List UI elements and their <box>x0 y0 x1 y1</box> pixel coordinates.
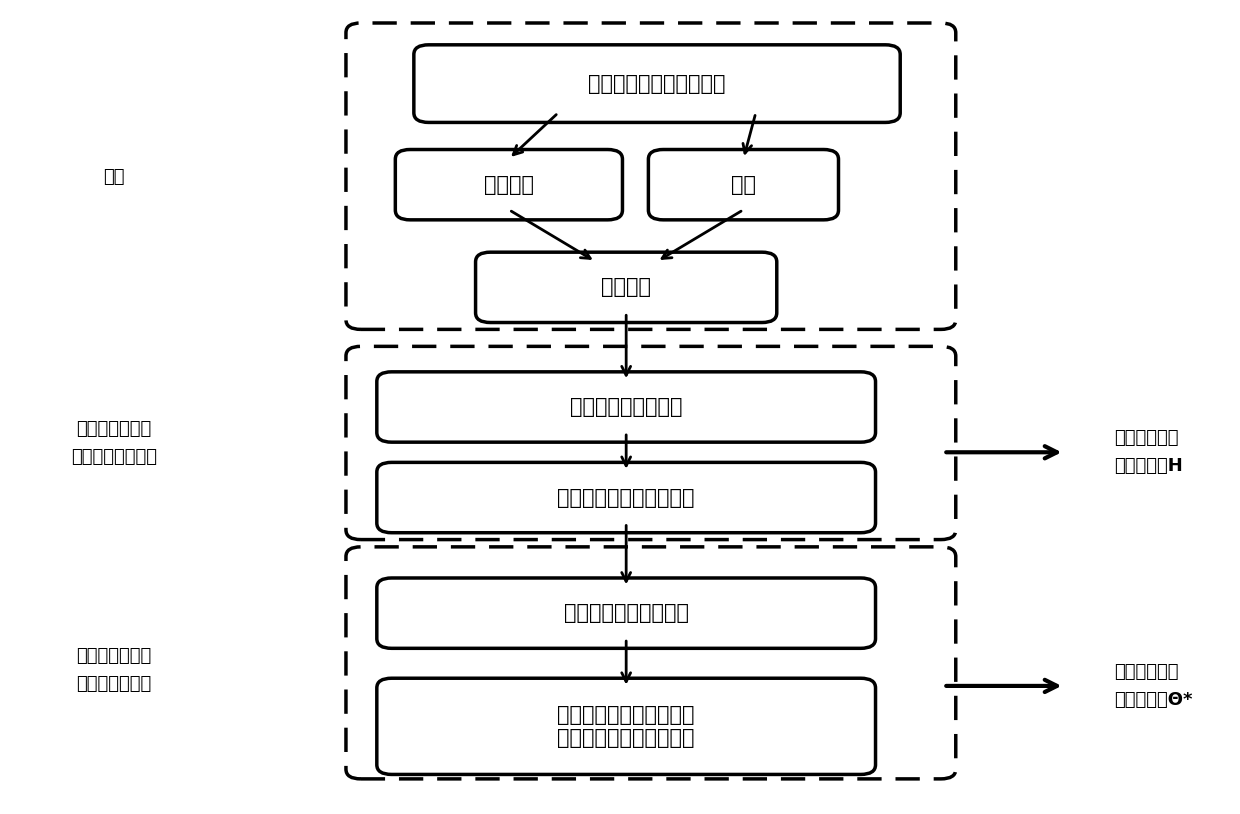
Text: 图片: 图片 <box>730 175 756 195</box>
Text: 单应性矩阵极大似然估计: 单应性矩阵极大似然估计 <box>558 488 694 508</box>
Text: 单应性矩阵初解计算: 单应性矩阵初解计算 <box>570 397 682 417</box>
Text: 三维点云: 三维点云 <box>484 175 534 195</box>
FancyBboxPatch shape <box>377 462 875 532</box>
Text: 畜变参数极大似然估计: 畜变参数极大似然估计 <box>564 603 688 624</box>
Text: 不考虑图像畜变
的单应性矩阵求解: 不考虑图像畜变 的单应性矩阵求解 <box>71 421 157 466</box>
FancyBboxPatch shape <box>414 45 900 122</box>
FancyBboxPatch shape <box>476 252 776 322</box>
FancyBboxPatch shape <box>377 578 875 648</box>
FancyBboxPatch shape <box>649 150 838 220</box>
Text: 针孔相机模型
下映射参数H: 针孔相机模型 下映射参数H <box>1114 429 1183 475</box>
Text: 带有方孔的棋盘格标定板: 带有方孔的棋盘格标定板 <box>588 73 725 94</box>
Text: 三维点云与图片映射关系
中全部参数极大似然估计: 三维点云与图片映射关系 中全部参数极大似然估计 <box>558 705 694 748</box>
Text: 实际相机模型
下映射参数Θ*: 实际相机模型 下映射参数Θ* <box>1114 663 1193 709</box>
Text: 观测: 观测 <box>103 168 125 186</box>
Text: 相机畜变模型下
标定结果的优化: 相机畜变模型下 标定结果的优化 <box>76 647 151 693</box>
FancyBboxPatch shape <box>377 678 875 774</box>
FancyBboxPatch shape <box>396 150 622 220</box>
Text: 特征点对: 特征点对 <box>601 278 651 297</box>
FancyBboxPatch shape <box>377 372 875 442</box>
